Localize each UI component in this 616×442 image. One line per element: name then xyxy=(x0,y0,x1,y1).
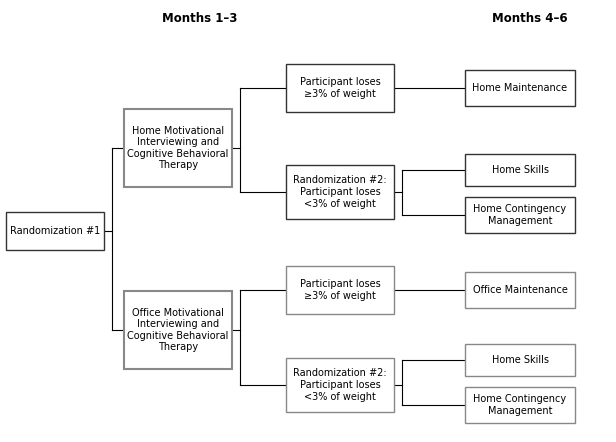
FancyBboxPatch shape xyxy=(286,358,394,412)
FancyBboxPatch shape xyxy=(286,64,394,112)
FancyBboxPatch shape xyxy=(465,272,575,308)
Text: Months 1–3: Months 1–3 xyxy=(162,12,238,25)
FancyBboxPatch shape xyxy=(465,70,575,106)
Text: Randomization #2:
Participant loses
<3% of weight: Randomization #2: Participant loses <3% … xyxy=(293,175,387,209)
Text: Home Contingency
Management: Home Contingency Management xyxy=(474,204,567,226)
FancyBboxPatch shape xyxy=(6,212,104,250)
FancyBboxPatch shape xyxy=(286,266,394,314)
Text: Home Skills: Home Skills xyxy=(492,355,548,365)
FancyBboxPatch shape xyxy=(465,344,575,376)
Text: Home Maintenance: Home Maintenance xyxy=(472,83,567,93)
Text: Participant loses
≥3% of weight: Participant loses ≥3% of weight xyxy=(299,77,380,99)
Text: Randomization #1: Randomization #1 xyxy=(10,226,100,236)
Text: Office Maintenance: Office Maintenance xyxy=(472,285,567,295)
FancyBboxPatch shape xyxy=(124,291,232,369)
Text: Home Contingency
Management: Home Contingency Management xyxy=(474,394,567,416)
Text: Home Motivational
Interviewing and
Cognitive Behavioral
Therapy: Home Motivational Interviewing and Cogni… xyxy=(128,126,229,171)
Text: Home Skills: Home Skills xyxy=(492,165,548,175)
FancyBboxPatch shape xyxy=(465,387,575,423)
Text: Participant loses
≥3% of weight: Participant loses ≥3% of weight xyxy=(299,279,380,301)
FancyBboxPatch shape xyxy=(465,197,575,233)
Text: Office Motivational
Interviewing and
Cognitive Behavioral
Therapy: Office Motivational Interviewing and Cog… xyxy=(128,308,229,352)
FancyBboxPatch shape xyxy=(286,165,394,219)
Text: Months 4–6: Months 4–6 xyxy=(492,12,568,25)
Text: Randomization #2:
Participant loses
<3% of weight: Randomization #2: Participant loses <3% … xyxy=(293,368,387,402)
FancyBboxPatch shape xyxy=(124,109,232,187)
FancyBboxPatch shape xyxy=(465,154,575,186)
